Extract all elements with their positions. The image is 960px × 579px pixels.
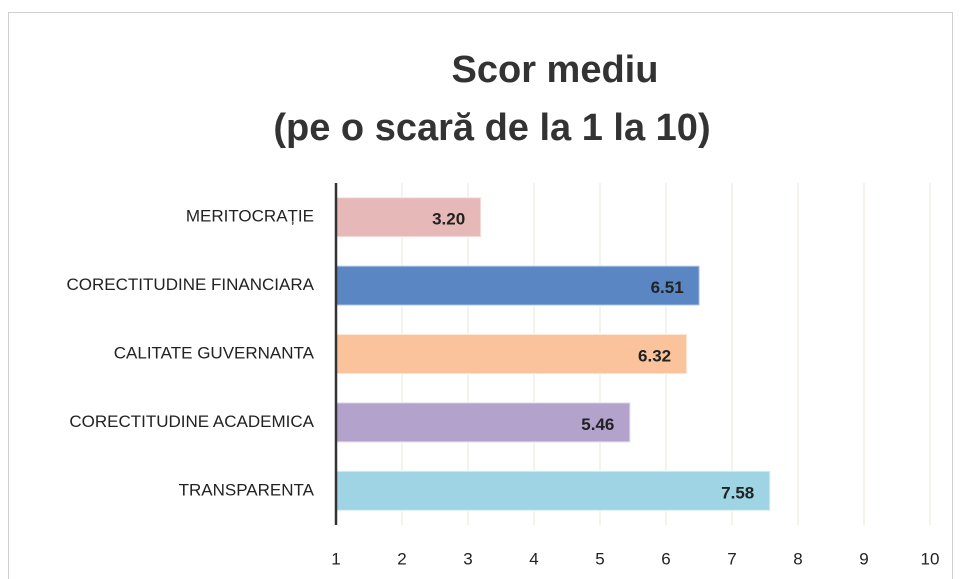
x-tick-label: 10 [921,549,940,568]
y-tick-label: CORECTITUDINE ACADEMICA [69,412,314,431]
value-label: 6.51 [651,278,684,297]
x-tick-label: 3 [463,549,472,568]
bar [335,196,483,239]
y-tick-label: MERITOCRAȚIE [186,207,314,226]
x-tick-label: 4 [529,549,538,568]
x-tick-label: 5 [595,549,604,568]
value-label: 6.32 [638,346,671,365]
value-label: 7.58 [721,483,754,502]
x-tick-label: 1 [331,549,340,568]
chart-title: Scor mediu [452,49,659,91]
bar [335,264,701,307]
x-tick-label: 9 [859,549,868,568]
y-tick-label: CORECTITUDINE FINANCIARA [67,275,315,294]
bar [335,333,689,375]
y-tick-label: TRANSPARENTA [179,480,315,499]
x-tick-label: 7 [727,549,736,568]
chart-subtitle: (pe o scară de la 1 la 10) [273,107,710,149]
x-tick-label: 8 [793,549,802,568]
bar [335,469,772,512]
y-tick-label: CALITATE GUVERNANTA [114,343,315,362]
value-label: 3.20 [432,210,465,229]
value-label: 5.46 [581,415,614,434]
x-tick-label: 6 [661,549,670,568]
x-tick-label: 2 [397,549,406,568]
